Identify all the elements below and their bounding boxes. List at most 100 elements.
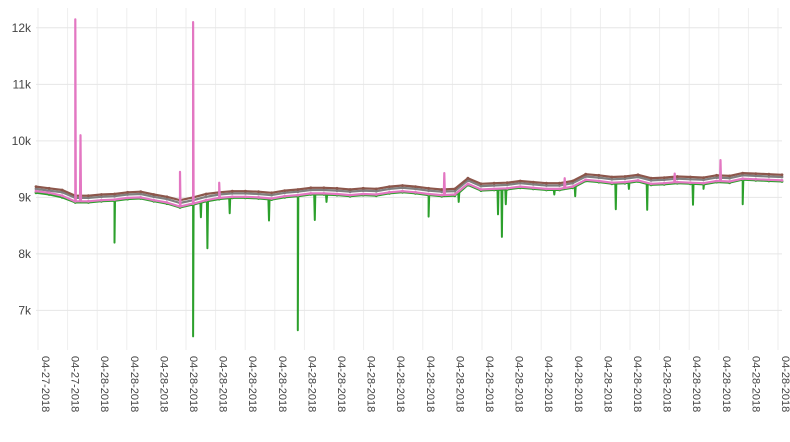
series-close [34, 18, 784, 208]
data-point-close [466, 182, 470, 186]
data-point-close [597, 179, 601, 183]
data-point-open [754, 174, 758, 178]
x-tick-label: 04-28-2018 [365, 356, 377, 412]
data-point-high [571, 179, 574, 183]
data-point-high [388, 185, 391, 189]
data-point-open [492, 184, 496, 187]
data-point-high [623, 175, 627, 178]
data-point-high [113, 192, 116, 196]
data-point-close [165, 201, 169, 204]
data-point-close [100, 198, 103, 202]
x-tick-label: 04-28-2018 [661, 356, 673, 412]
y-tick-label: 12k [12, 21, 32, 35]
data-point-close [754, 177, 758, 181]
data-point-close [623, 180, 627, 184]
x-tick-label: 04-28-2018 [424, 356, 436, 412]
data-point-open [335, 189, 339, 193]
data-point-open [662, 178, 666, 182]
data-point-high [649, 176, 653, 180]
data-point-open [244, 192, 247, 195]
data-point-open [126, 193, 129, 196]
data-point-open [427, 189, 430, 193]
x-axis-ticks: 04-27-2018 04-27-2018 04-28-2018 04-28-2018… [39, 356, 790, 412]
data-point-high [100, 193, 103, 196]
data-point-close [453, 193, 457, 196]
data-point-high [165, 195, 169, 199]
data-point-open [87, 196, 90, 200]
data-point-open [361, 189, 365, 193]
data-point-close [479, 188, 483, 191]
data-point-close [374, 193, 378, 196]
data-point-close [348, 193, 352, 197]
data-point-high [584, 172, 588, 176]
data-point-close [270, 197, 273, 200]
data-point-open [780, 175, 784, 179]
data-point-close [505, 186, 509, 190]
data-point-close [322, 192, 326, 195]
data-point-open [623, 177, 627, 181]
data-point-close [427, 192, 430, 196]
data-point-close [636, 179, 640, 182]
data-point-open [139, 192, 143, 196]
data-point-high [453, 187, 457, 191]
data-point-close [492, 187, 496, 191]
data-point-close [178, 205, 182, 208]
data-point-open [597, 176, 601, 180]
data-point-close [558, 187, 561, 191]
series-group [34, 18, 784, 338]
data-point-close [689, 181, 692, 185]
data-point-close [283, 194, 287, 198]
data-point-high [414, 185, 417, 189]
data-point-high [126, 190, 129, 194]
data-point-close [662, 181, 666, 185]
data-point-high [34, 185, 38, 189]
data-point-close [191, 202, 195, 206]
data-point-close [60, 194, 64, 198]
series-low [34, 178, 784, 338]
data-point-close [73, 199, 77, 203]
data-point-close [257, 196, 260, 199]
data-point-high [139, 190, 143, 194]
data-point-close [584, 178, 588, 182]
data-point-open [388, 187, 391, 191]
data-point-close [113, 198, 116, 202]
data-point-high [597, 173, 601, 177]
data-point-open [571, 181, 574, 185]
data-point-close [741, 177, 745, 181]
data-point-high [636, 173, 640, 177]
data-point-close [675, 180, 679, 184]
x-tick-label: 04-28-2018 [453, 356, 465, 412]
data-point-close [728, 180, 731, 183]
data-point-high [728, 174, 731, 178]
data-point-close [217, 196, 221, 200]
x-tick-label: 04-28-2018 [631, 356, 643, 412]
data-point-open [309, 188, 313, 192]
data-point-open [34, 187, 38, 191]
x-tick-label: 04-27-2018 [39, 356, 51, 412]
data-point-high [466, 176, 470, 180]
data-point-high [361, 186, 365, 190]
data-point-high [531, 180, 535, 184]
data-point-high [152, 193, 156, 196]
x-tick-label: 04-28-2018 [276, 356, 288, 412]
data-point-open [270, 193, 273, 197]
data-point-open [715, 176, 718, 180]
data-point-high [322, 186, 326, 190]
x-tick-label: 04-28-2018 [246, 356, 258, 412]
data-point-open [257, 192, 260, 196]
data-point-high [309, 186, 313, 190]
data-point-high [257, 190, 260, 194]
y-axis-ticks: 7k 8k 9k 10k 11k 12k [12, 21, 32, 318]
data-point-open [348, 190, 352, 194]
x-tick-label: 04-28-2018 [572, 356, 584, 412]
data-point-high [374, 187, 378, 191]
data-point-close [545, 187, 548, 191]
data-point-open [230, 192, 234, 195]
data-point-high [741, 171, 745, 175]
data-point-open [60, 190, 64, 194]
data-point-high [244, 189, 247, 193]
data-point-high [505, 181, 509, 185]
data-point-high [440, 188, 444, 191]
data-point-close [388, 190, 391, 194]
data-point-open [689, 177, 692, 181]
